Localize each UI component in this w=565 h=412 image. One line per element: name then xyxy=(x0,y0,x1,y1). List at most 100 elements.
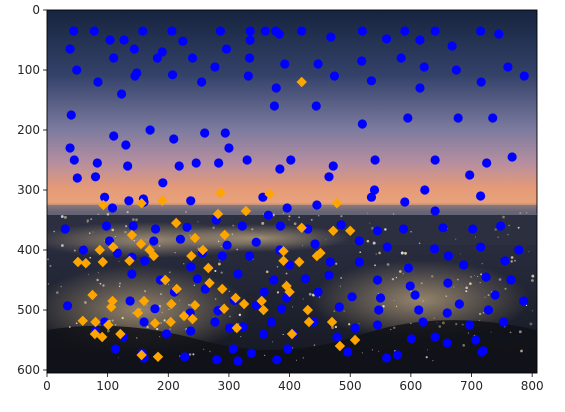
blue-point xyxy=(186,196,196,206)
blue-point xyxy=(354,236,364,246)
city-light xyxy=(456,278,459,281)
orange-point xyxy=(189,300,201,311)
blue-point xyxy=(72,65,82,75)
blue-point xyxy=(507,152,517,162)
blue-point xyxy=(312,200,322,210)
blue-point xyxy=(347,292,357,302)
blue-point xyxy=(197,77,207,87)
blue-point xyxy=(175,234,186,244)
city-light xyxy=(63,215,67,219)
city-light xyxy=(310,218,313,221)
x-tick-label: 400 xyxy=(278,379,301,393)
city-light xyxy=(90,218,93,221)
city-light xyxy=(526,212,528,214)
blue-point xyxy=(69,26,79,36)
city-light xyxy=(455,238,457,240)
blue-point xyxy=(465,320,475,330)
city-light xyxy=(81,244,83,246)
city-light xyxy=(209,350,211,353)
blue-point xyxy=(214,158,224,168)
blue-point xyxy=(161,329,172,339)
blue-point xyxy=(65,44,75,54)
blue-point xyxy=(392,350,403,360)
city-light xyxy=(392,326,396,330)
blue-point xyxy=(69,155,79,165)
city-light xyxy=(374,264,376,267)
city-light xyxy=(68,326,71,328)
blue-point xyxy=(224,323,235,333)
city-light xyxy=(308,292,312,296)
y-tick-label: 400 xyxy=(17,243,40,257)
blue-point xyxy=(506,275,516,285)
city-light xyxy=(73,249,76,252)
orange-point xyxy=(77,315,88,326)
orange-point xyxy=(215,187,226,199)
blue-point xyxy=(150,304,160,314)
city-light xyxy=(302,357,305,359)
city-light xyxy=(232,224,235,227)
city-light xyxy=(292,306,294,308)
blue-point xyxy=(282,203,292,213)
orange-point xyxy=(315,247,326,259)
city-light xyxy=(467,332,469,334)
city-light xyxy=(47,258,49,261)
city-light xyxy=(97,272,100,274)
blue-point xyxy=(259,287,269,297)
city-light xyxy=(296,359,298,361)
blue-point xyxy=(313,287,323,297)
orange-point xyxy=(187,313,198,325)
city-light xyxy=(60,285,63,288)
city-light xyxy=(335,262,338,265)
orange-point xyxy=(136,198,147,209)
city-light xyxy=(160,322,162,324)
y-tick-label: 300 xyxy=(17,183,40,197)
city-light xyxy=(53,230,55,233)
blue-point xyxy=(130,71,140,81)
city-light xyxy=(285,280,287,282)
city-light xyxy=(86,219,90,223)
blue-point xyxy=(186,326,196,336)
blue-point xyxy=(370,155,380,165)
blue-point xyxy=(324,270,334,280)
blue-point xyxy=(224,143,234,153)
city-light xyxy=(168,283,169,285)
blue-point xyxy=(187,53,198,63)
blue-point xyxy=(269,275,279,285)
city-light xyxy=(124,230,127,234)
city-light xyxy=(161,312,163,314)
orange-point xyxy=(218,303,230,314)
city-light xyxy=(462,344,465,347)
blue-point xyxy=(519,296,529,306)
blue-point xyxy=(325,257,335,267)
blue-point xyxy=(477,347,487,357)
city-light xyxy=(436,321,438,323)
blue-point xyxy=(420,185,430,195)
city-light xyxy=(114,323,117,326)
blue-point xyxy=(297,26,307,36)
city-light xyxy=(494,228,497,231)
blue-point xyxy=(251,237,261,247)
city-light xyxy=(125,225,128,228)
blue-point xyxy=(129,44,139,54)
city-light xyxy=(84,301,87,304)
city-light xyxy=(478,319,480,321)
city-light xyxy=(75,322,78,325)
blue-point xyxy=(300,274,310,284)
city-light xyxy=(392,213,395,215)
orange-point xyxy=(94,244,105,256)
blue-point xyxy=(116,89,127,99)
orange-point xyxy=(178,310,190,322)
city-light xyxy=(535,213,537,215)
blue-point xyxy=(482,158,492,168)
blue-point xyxy=(419,62,429,72)
blue-point xyxy=(451,65,461,75)
blue-point xyxy=(494,29,504,39)
city-light xyxy=(484,296,486,298)
city-light xyxy=(369,222,371,224)
blue-point xyxy=(100,192,110,202)
city-light xyxy=(479,281,481,284)
orange-point xyxy=(149,318,161,329)
city-light xyxy=(455,322,458,326)
blue-point xyxy=(139,317,149,327)
blue-point xyxy=(483,305,494,315)
